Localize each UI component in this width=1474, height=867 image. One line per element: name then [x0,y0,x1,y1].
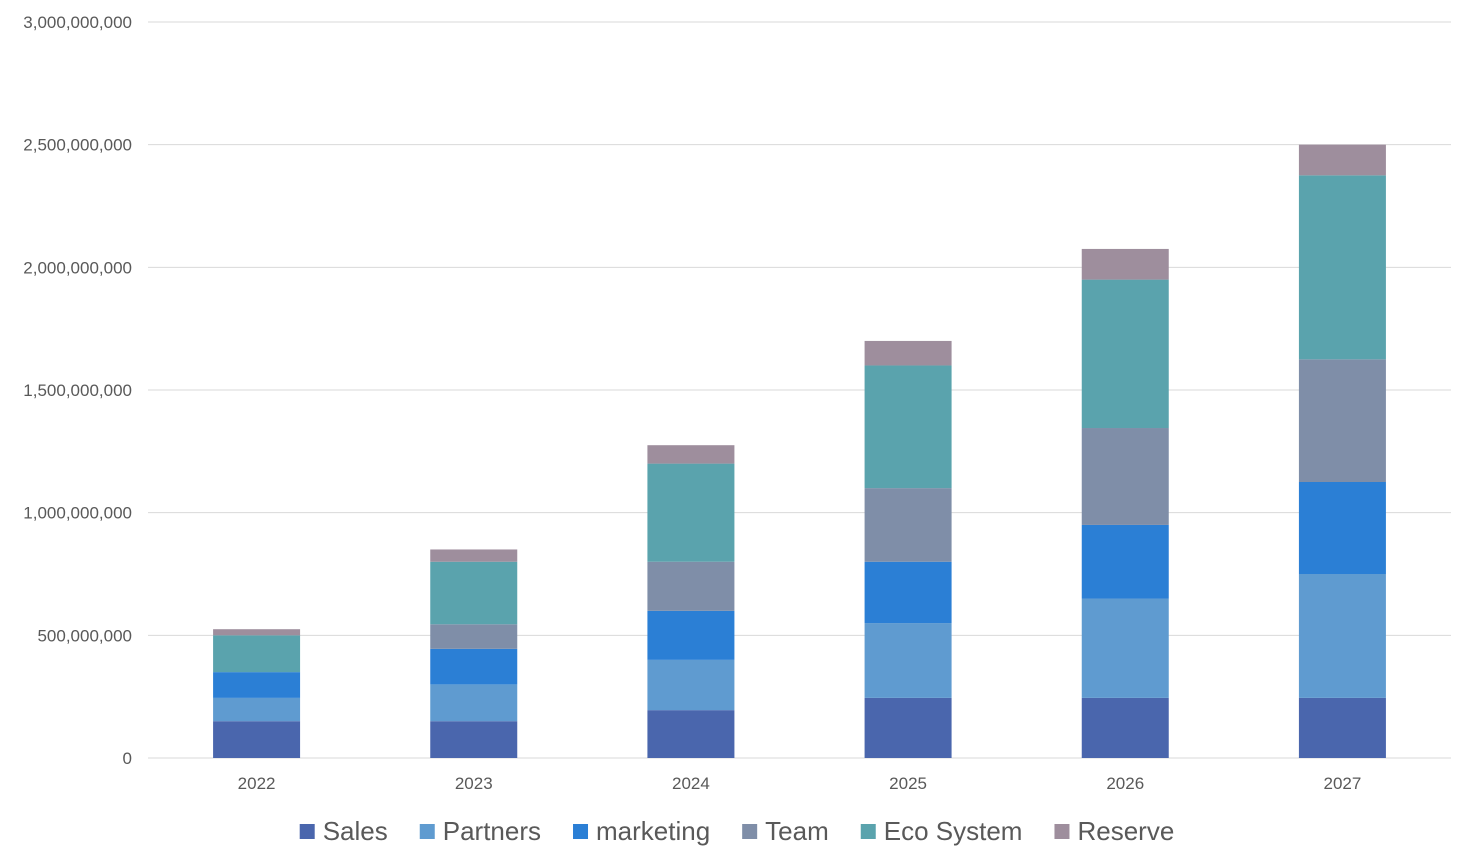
bar-segment-marketing-2024 [647,610,735,660]
bar-segment-reserve-2024 [647,445,735,464]
bar-segment-sales-2025 [864,697,952,758]
bar-segment-eco-system-2024 [647,463,735,562]
x-axis-tick-labels: 2022 2023 2024 2025 2026 2027 [238,774,1362,793]
legend-item: Team [742,816,829,846]
bar-segment-eco-system-2026 [1081,279,1169,429]
x-tick-label: 2024 [672,774,710,793]
bar-segment-marketing-2023 [430,648,518,685]
legend-item: Eco System [860,816,1023,846]
legend-label: marketing [596,816,710,846]
bar-segment-eco-system-2023 [430,561,518,625]
y-axis-tick-labels: 0 500,000,000 1,000,000,000 1,500,000,000 2,… [23,13,132,768]
bar-segment-team-2023 [430,624,518,649]
bar-segment-team-2025 [864,488,952,562]
bar-segment-partners-2023 [430,684,518,722]
bar-segment-sales-2027 [1298,697,1386,758]
bar-segment-reserve-2026 [1081,248,1169,280]
bar-segment-team-2027 [1298,359,1386,482]
legend-label: Eco System [884,816,1023,846]
bar-segment-reserve-2022 [213,629,301,636]
legend-label: Sales [323,816,388,846]
bar-segment-partners-2022 [213,697,301,722]
bar-segment-marketing-2022 [213,672,301,698]
bar-segment-eco-system-2022 [213,635,301,673]
legend-swatch [1054,824,1070,839]
bar-segment-partners-2026 [1081,598,1169,698]
legend-item: Sales [299,816,388,846]
y-tick-label: 2,000,000,000 [23,258,132,277]
bars [213,144,1386,758]
y-tick-label: 0 [123,749,132,768]
legend: Sales Partners marketing Team Eco System Rese… [299,816,1174,846]
legend-swatch [299,824,315,839]
bar-segment-reserve-2027 [1298,144,1386,176]
bar-segment-marketing-2026 [1081,524,1169,599]
legend-label: Reserve [1077,816,1174,846]
y-tick-label: 500,000,000 [37,626,132,645]
x-tick-label: 2022 [238,774,276,793]
legend-swatch [573,824,589,839]
gridlines [148,21,1451,759]
bar-segment-marketing-2027 [1298,482,1386,574]
bar-segment-reserve-2023 [430,549,518,562]
bar-segment-team-2026 [1081,428,1169,525]
bar-segment-sales-2024 [647,710,735,758]
bar-segment-sales-2022 [213,721,301,758]
bar-segment-eco-system-2025 [864,365,952,489]
bar-segment-partners-2027 [1298,574,1386,698]
bar-segment-sales-2026 [1081,697,1169,758]
legend-item: Partners [419,816,541,846]
legend-label: Partners [443,816,541,846]
y-tick-label: 1,500,000,000 [23,381,132,400]
legend-item: marketing [573,816,710,846]
bar-segment-sales-2023 [430,721,518,758]
bar-segment-marketing-2025 [864,561,952,624]
x-tick-label: 2025 [889,774,927,793]
y-tick-label: 2,500,000,000 [23,136,132,155]
legend-swatch [742,824,758,839]
legend-swatch [419,824,435,839]
legend-swatch [860,824,876,839]
legend-label: Team [765,816,829,846]
bar-segment-team-2024 [647,561,735,611]
bar-segment-partners-2025 [864,623,952,698]
x-tick-label: 2026 [1106,774,1144,793]
x-tick-label: 2027 [1324,774,1362,793]
x-tick-label: 2023 [455,774,493,793]
legend-item: Reserve [1054,816,1174,846]
y-tick-label: 3,000,000,000 [23,13,132,32]
bar-segment-reserve-2025 [864,340,952,366]
y-tick-label: 1,000,000,000 [23,504,132,523]
bar-segment-eco-system-2027 [1298,175,1386,360]
bar-segment-partners-2024 [647,659,735,711]
